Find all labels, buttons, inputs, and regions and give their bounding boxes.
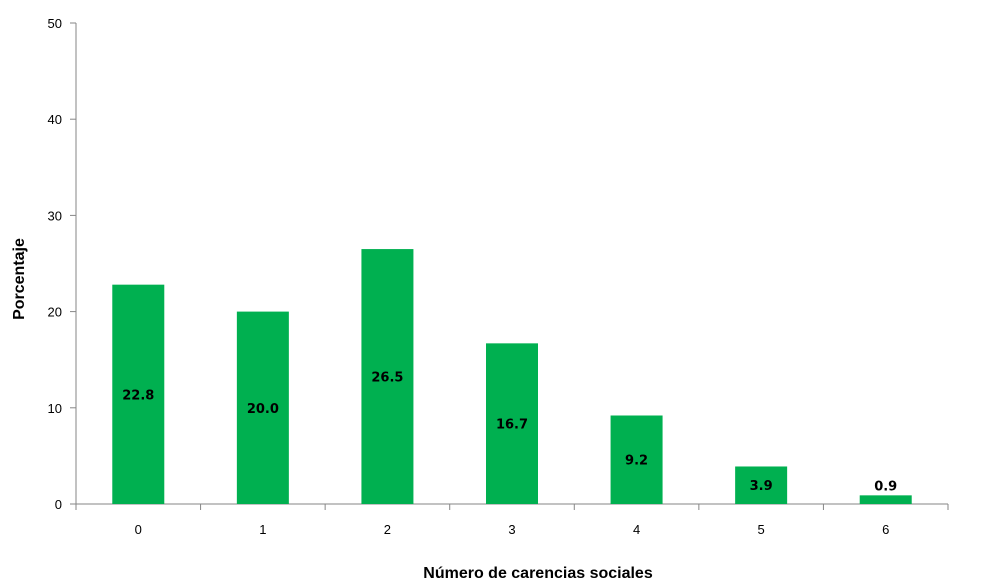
bar-2 <box>361 249 414 504</box>
data-label-6: 0.9 <box>874 479 897 494</box>
y-tick-label: 0 <box>55 497 62 512</box>
data-label-2: 26.5 <box>371 371 403 386</box>
y-tick-label: 40 <box>48 112 62 127</box>
bar-1 <box>236 311 289 504</box>
bar-0 <box>112 284 165 504</box>
data-label-1: 20.0 <box>247 402 279 417</box>
y-tick-label: 20 <box>48 305 62 320</box>
x-tick-label-5: 5 <box>758 522 765 537</box>
bar-5 <box>735 466 788 504</box>
y-tick-label: 10 <box>48 401 62 416</box>
bar-3 <box>486 343 538 504</box>
y-axis-title: Porcentaje <box>11 238 28 320</box>
data-label-4: 9.2 <box>625 454 648 469</box>
data-label-3: 16.7 <box>496 418 528 433</box>
data-label-5: 3.9 <box>750 479 773 494</box>
bar-6 <box>859 495 912 504</box>
bar-4 <box>610 415 663 504</box>
x-tick-label-1: 1 <box>259 522 266 537</box>
x-tick-label-6: 6 <box>882 522 889 537</box>
data-label-0: 22.8 <box>122 388 154 403</box>
x-tick-label-4: 4 <box>633 522 640 537</box>
y-tick-label: 50 <box>48 16 62 31</box>
data-labels: 22.8 20.0 26.5 16.7 9.2 3.9 0.9 <box>122 371 897 495</box>
x-tick-label-3: 3 <box>508 522 515 537</box>
x-tick-label-0: 0 <box>135 522 142 537</box>
y-tick-label: 30 <box>48 208 62 223</box>
x-axis: 0 1 2 3 4 5 6 <box>75 503 949 537</box>
x-tick-label-2: 2 <box>384 522 391 537</box>
y-axis: 0 10 20 30 40 50 <box>48 16 77 512</box>
bars <box>112 249 912 504</box>
x-axis-title: Número de carencias sociales <box>423 565 653 579</box>
